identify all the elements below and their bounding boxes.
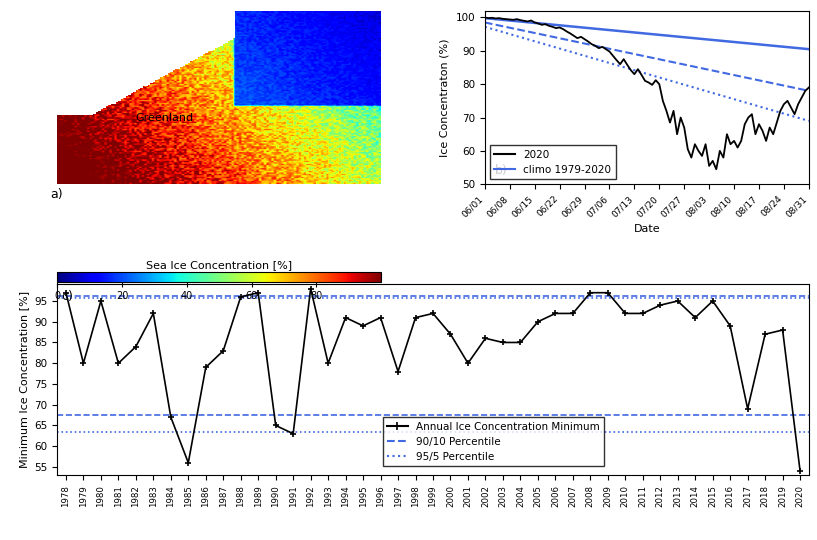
Text: b): b) <box>494 164 507 177</box>
Text: a): a) <box>51 188 64 201</box>
Legend: 2020, climo 1979-2020: 2020, climo 1979-2020 <box>490 145 615 179</box>
Text: Greenland: Greenland <box>135 113 193 123</box>
Legend: Annual Ice Concentration Minimum, 90/10 Percentile, 95/5 Percentile: Annual Ice Concentration Minimum, 90/10 … <box>382 417 604 466</box>
Title: Sea Ice Concentration [%]: Sea Ice Concentration [%] <box>146 260 292 270</box>
X-axis label: Date: Date <box>633 224 660 234</box>
Y-axis label: Minimum Ice Concentration [%]: Minimum Ice Concentration [%] <box>19 291 29 468</box>
Y-axis label: Ice Concentraton (%): Ice Concentraton (%) <box>440 38 450 157</box>
Text: c): c) <box>61 290 73 303</box>
